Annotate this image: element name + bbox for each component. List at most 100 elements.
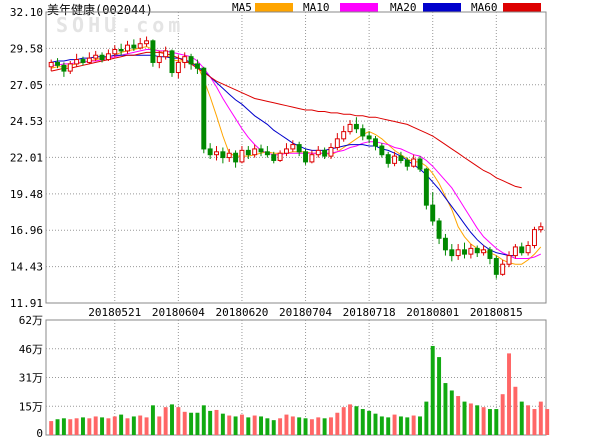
candle-body <box>220 151 226 159</box>
date-tick-label: 20180815 <box>470 306 523 319</box>
volume-bar <box>513 386 518 435</box>
candle-body <box>487 249 493 259</box>
volume-bar <box>100 417 105 435</box>
legend-ma10-swatch <box>340 3 378 12</box>
volume-bar <box>526 405 531 435</box>
candle <box>99 52 105 63</box>
candle <box>207 143 213 160</box>
ma-line-ma5 <box>51 46 542 265</box>
candle <box>283 143 289 157</box>
axis-labels: 32.10 29.58 27.05 24.53 22.01 19.48 16.96 14.43… <box>10 6 523 440</box>
candle <box>398 151 404 164</box>
candle-body <box>430 204 436 222</box>
volume-bar <box>290 416 295 435</box>
price-tick-label: 32.10 <box>10 6 43 19</box>
candle-body <box>207 148 213 156</box>
volume-tick-label: 31万 <box>19 372 43 385</box>
price-tick-label: 16.96 <box>10 224 43 237</box>
candle <box>169 49 175 77</box>
candle <box>182 52 188 69</box>
price-tick-label: 19.48 <box>10 188 43 201</box>
price-tick-label: 24.53 <box>10 115 43 128</box>
candle-body <box>411 158 417 167</box>
grid-lines <box>46 12 546 435</box>
candle-body <box>252 148 258 156</box>
candle-body <box>519 246 525 254</box>
candle <box>404 157 410 171</box>
volume-bar <box>125 418 130 435</box>
candle-body <box>385 154 391 164</box>
candle-body <box>373 138 378 147</box>
candle-body <box>175 61 181 74</box>
moving-average-lines <box>51 46 542 265</box>
volume-bar <box>106 418 111 435</box>
volume-bar <box>239 414 244 435</box>
candle <box>271 151 277 164</box>
candle <box>322 147 328 160</box>
candle-body <box>398 155 404 161</box>
candle <box>201 66 207 154</box>
candle <box>175 55 181 79</box>
candle <box>55 58 61 69</box>
volume-bar <box>411 415 416 435</box>
legend-ma20-swatch <box>423 3 461 12</box>
candle <box>137 37 143 50</box>
candle-body <box>347 123 353 133</box>
volume-bar <box>87 418 92 435</box>
price-tick-label: 22.01 <box>10 151 43 164</box>
candle <box>315 146 321 158</box>
volume-bar <box>201 405 206 435</box>
candle <box>392 151 398 167</box>
volume-bar <box>138 415 143 435</box>
date-tick-label: 20180704 <box>279 306 332 319</box>
candle-body <box>309 154 315 163</box>
volume-bar <box>74 418 79 435</box>
candle-body <box>188 56 194 65</box>
chart-title: 美年健康(002044) <box>47 3 153 17</box>
volume-bar <box>475 405 480 435</box>
candle <box>449 244 455 262</box>
volume-bar <box>348 404 353 435</box>
legend-ma60-swatch <box>503 3 541 12</box>
candle <box>303 148 309 165</box>
volume-bar <box>329 417 333 435</box>
volume-bar <box>131 416 136 435</box>
candle-body <box>538 226 544 231</box>
candle-body <box>182 56 188 63</box>
volume-bar <box>487 409 492 435</box>
candle <box>74 53 80 67</box>
candle-body <box>474 247 480 254</box>
candle-body <box>506 255 512 265</box>
volume-bar <box>354 406 359 435</box>
legend-ma10-label: MA10 <box>303 1 330 14</box>
candle <box>334 133 340 151</box>
candle <box>163 46 169 60</box>
candle <box>156 50 162 69</box>
candle <box>417 156 423 172</box>
volume-tick-label: 0 <box>36 427 43 440</box>
volume-bar <box>220 413 225 435</box>
volume-bar <box>157 416 162 435</box>
candle-body <box>105 53 111 61</box>
candle-body <box>55 61 61 66</box>
candle-body <box>169 50 175 74</box>
volume-bar <box>418 416 422 435</box>
volume-bar <box>398 416 403 435</box>
candle <box>353 117 359 134</box>
candle <box>296 141 302 157</box>
volume-bar <box>456 396 461 435</box>
candle-body <box>271 154 277 161</box>
candle <box>423 167 429 210</box>
volume-bar <box>259 416 263 435</box>
candle <box>309 150 315 164</box>
watermark-layer: SOHU.com <box>56 13 180 37</box>
candle <box>538 222 544 233</box>
candle-body <box>118 48 124 52</box>
volume-bar <box>68 419 73 435</box>
candle <box>226 148 232 162</box>
candle-body <box>341 131 347 140</box>
candle-body <box>93 54 99 59</box>
candle-body <box>360 128 366 137</box>
volume-bar <box>163 407 168 435</box>
